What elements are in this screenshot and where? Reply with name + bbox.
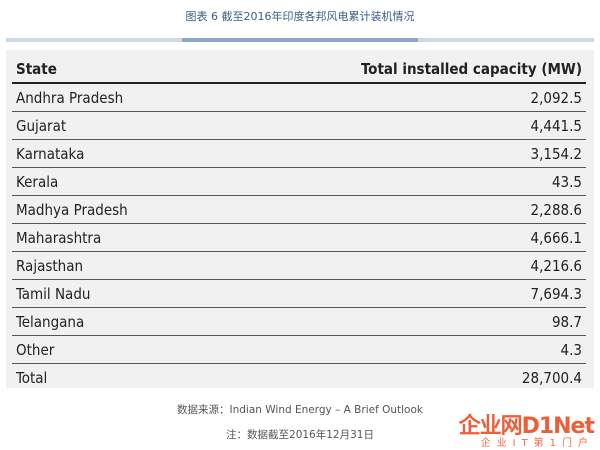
state-cell: Kerala <box>12 167 299 196</box>
table-row: Tamil Nadu 7,694.3 <box>12 279 586 308</box>
table-row: Andhra Pradesh 2,092.5 <box>12 83 586 112</box>
capacity-cell: 4,441.5 <box>299 111 586 140</box>
capacity-cell: 4,216.6 <box>299 251 586 280</box>
capacity-cell: 43.5 <box>299 167 586 196</box>
watermark-logo: 企业网D1Net 企业IT第1门户 <box>434 408 595 449</box>
total-capacity-cell: 28,700.4 <box>521 368 582 387</box>
figure-caption: 图表 6 截至2016年印度各邦风电累计装机情况 <box>185 10 415 23</box>
state-cell: Madhya Pradesh <box>12 195 299 224</box>
capacity-cell: 2,288.6 <box>299 195 586 224</box>
table-row: Madhya Pradesh 2,288.6 <box>12 195 586 224</box>
capacity-cell: 4,666.1 <box>299 223 586 252</box>
total-label-cell: Total <box>16 368 48 387</box>
state-cell: Other <box>12 335 299 364</box>
state-cell: Karnataka <box>12 139 299 168</box>
watermark-brand: 企业网D1Net <box>458 414 595 439</box>
watermark-tagline: 企业IT第1门户 <box>480 438 594 449</box>
state-cell: Maharashtra <box>12 223 299 252</box>
caption-divider-accent <box>182 38 418 42</box>
source-note: 数据来源：Indian Wind Energy – A Brief Outloo… <box>176 404 423 416</box>
state-cell: Rajasthan <box>12 251 299 280</box>
table-row: Gujarat 4,441.5 <box>12 111 586 140</box>
capacity-cell: 2,092.5 <box>299 83 586 112</box>
header-capacity: Total installed capacity (MW) <box>299 56 586 84</box>
state-cell: Telangana <box>12 307 299 336</box>
capacity-table: State Total installed capacity (MW) Andh… <box>12 56 586 391</box>
table-row: Rajasthan 4,216.6 <box>12 251 586 280</box>
state-cell: Gujarat <box>12 111 299 140</box>
table-row: Maharashtra 4,666.1 <box>12 223 586 252</box>
table-row: Kerala 43.5 <box>12 167 586 196</box>
state-cell: Tamil Nadu <box>12 279 299 308</box>
table-panel: State Total installed capacity (MW) Andh… <box>6 50 594 388</box>
table-total-row: Total 28,700.4 <box>12 364 586 392</box>
capacity-cell: 3,154.2 <box>299 139 586 168</box>
table-row: Telangana 98.7 <box>12 307 586 336</box>
capacity-cell: 4.3 <box>299 335 586 364</box>
table-header-row: State Total installed capacity (MW) <box>12 56 586 84</box>
table-row: Other 4.3 <box>12 335 586 364</box>
capacity-cell: 98.7 <box>299 307 586 336</box>
capacity-cell: 7,694.3 <box>299 279 586 308</box>
state-cell: Andhra Pradesh <box>12 83 299 112</box>
table-row: Karnataka 3,154.2 <box>12 139 586 168</box>
header-state: State <box>12 56 299 84</box>
date-note: 注：数据截至2016年12月31日 <box>226 429 374 441</box>
